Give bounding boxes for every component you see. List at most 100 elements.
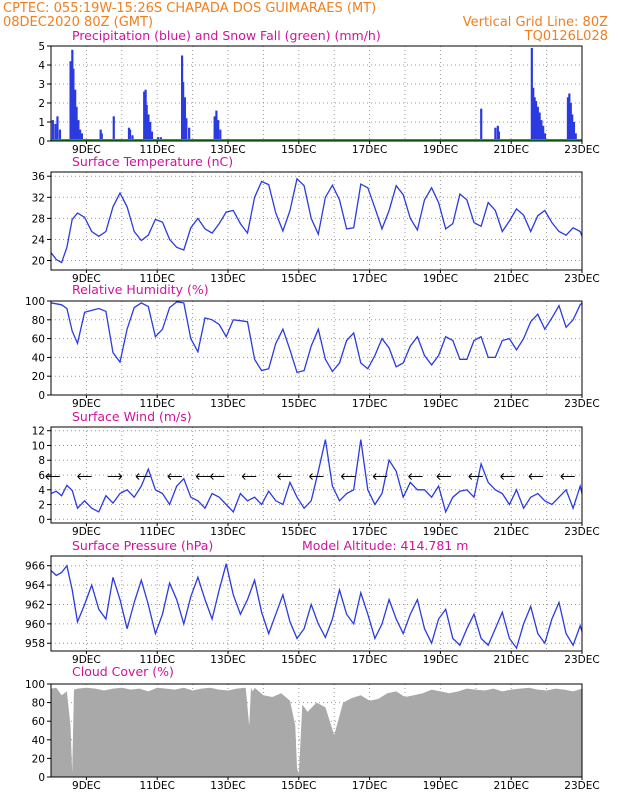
x-tick-label: 19DEC bbox=[423, 654, 458, 666]
y-tick-label: 40 bbox=[32, 735, 45, 747]
precip-bar bbox=[145, 104, 148, 141]
y-tick-label: 24 bbox=[32, 234, 46, 246]
y-tick-label: 10 bbox=[32, 440, 45, 452]
y-tick-label: 5 bbox=[38, 41, 45, 53]
wind-arrow-head bbox=[500, 473, 505, 480]
panel-title: Surface Pressure (hPa) bbox=[72, 538, 213, 553]
y-tick-label: 36 bbox=[32, 171, 46, 183]
wind-arrow-head bbox=[560, 473, 565, 480]
y-tick-label: 80 bbox=[32, 315, 45, 327]
panel-frame bbox=[50, 45, 583, 142]
panel-precip: Precipitation (blue) and Snow Fall (gree… bbox=[38, 28, 599, 156]
precip-bar bbox=[219, 129, 222, 141]
wind-line bbox=[50, 439, 583, 514]
precip-bar bbox=[213, 116, 216, 141]
x-tick-label: 15DEC bbox=[281, 398, 316, 410]
precip-bar bbox=[182, 82, 185, 141]
y-tick-label: 4 bbox=[38, 485, 45, 497]
header-station: CPTEC: 055:19W-15:26S CHAPADA DOS GUIMAR… bbox=[3, 1, 376, 16]
wind-arrow-head bbox=[277, 473, 281, 480]
x-tick-label: 17DEC bbox=[352, 144, 387, 156]
precip-bar bbox=[542, 125, 545, 141]
x-tick-label: 13DEC bbox=[210, 398, 245, 410]
y-tick-label: 0 bbox=[38, 390, 45, 402]
precip-bar bbox=[58, 129, 62, 141]
precip-bar bbox=[131, 135, 134, 141]
x-tick-label: 19DEC bbox=[423, 144, 458, 156]
precip-bar bbox=[74, 89, 77, 141]
x-tick-label: 9DEC bbox=[72, 780, 101, 792]
x-tick-label: 19DEC bbox=[423, 526, 458, 538]
wind-arrow-head bbox=[436, 473, 441, 480]
wind-arrow-head bbox=[195, 473, 200, 480]
y-tick-label: 1 bbox=[38, 117, 45, 129]
rh-line bbox=[50, 301, 583, 374]
wind-arrow-head bbox=[309, 473, 313, 480]
precip-bar bbox=[56, 116, 59, 141]
precip-bar bbox=[572, 122, 576, 141]
precip-bar bbox=[534, 101, 538, 141]
x-tick-label: 9DEC bbox=[72, 398, 101, 410]
x-tick-label: 13DEC bbox=[210, 526, 245, 538]
panel-cloud: Cloud Cover (%) 0 20 40 60 80 100 9DEC 11DEC 13DE… bbox=[25, 664, 600, 792]
panel-title: Cloud Cover (%) bbox=[72, 664, 174, 679]
y-tick-label: 960 bbox=[25, 619, 45, 631]
x-tick-label: 15DEC bbox=[281, 654, 316, 666]
x-tick-label: 11DEC bbox=[139, 526, 174, 538]
y-tick-label: 8 bbox=[38, 455, 45, 467]
x-tick-label: 9DEC bbox=[72, 144, 101, 156]
precip-bar bbox=[149, 122, 152, 141]
wind-arrow-head bbox=[77, 473, 81, 480]
panel-frame bbox=[50, 300, 583, 396]
precip-bar bbox=[77, 120, 80, 141]
x-tick-label: 19DEC bbox=[423, 780, 458, 792]
x-tick-label: 9DEC bbox=[72, 273, 101, 285]
precip-bar bbox=[569, 103, 572, 141]
precip-bar bbox=[530, 47, 533, 141]
x-tick-label: 11DEC bbox=[139, 654, 174, 666]
precip-bar bbox=[566, 97, 570, 141]
wind-arrow-head bbox=[408, 473, 412, 480]
y-tick-label: 2 bbox=[38, 98, 45, 110]
precip-bar bbox=[494, 127, 497, 141]
wind-arrow-head bbox=[241, 473, 246, 480]
precip-bar bbox=[480, 108, 483, 141]
y-tick-label: 100 bbox=[25, 679, 45, 691]
wind-arrow-head bbox=[45, 473, 50, 480]
x-tick-label: 15DEC bbox=[281, 273, 316, 285]
panel-title: Precipitation (blue) and Snow Fall (gree… bbox=[72, 28, 381, 43]
x-tick-label: 23DEC bbox=[564, 780, 599, 792]
panel-frame bbox=[50, 683, 583, 778]
precip-bar bbox=[112, 116, 115, 141]
panel-frame bbox=[50, 171, 583, 271]
y-tick-label: 80 bbox=[32, 698, 45, 710]
x-tick-label: 17DEC bbox=[352, 526, 387, 538]
header: CPTEC: 055:19W-15:26S CHAPADA DOS GUIMAR… bbox=[3, 1, 608, 44]
x-tick-label: 15DEC bbox=[281, 144, 316, 156]
x-tick-label: 21DEC bbox=[493, 654, 528, 666]
panel-title: Relative Humidity (%) bbox=[72, 282, 209, 297]
precip-bar bbox=[147, 114, 150, 141]
y-tick-label: 20 bbox=[32, 371, 45, 383]
x-tick-label: 21DEC bbox=[493, 780, 528, 792]
x-tick-label: 13DEC bbox=[210, 780, 245, 792]
x-tick-label: 21DEC bbox=[493, 273, 528, 285]
y-tick-label: 2 bbox=[38, 500, 45, 512]
precip-bar bbox=[51, 120, 54, 141]
precip-bar bbox=[215, 110, 218, 141]
x-tick-label: 11DEC bbox=[139, 273, 174, 285]
panel-temp: Surface Temperature (nC) 20 24 28 32 36 9DEC 11… bbox=[32, 154, 600, 285]
y-tick-label: 32 bbox=[32, 192, 45, 204]
header-model-code: TQ0126L028 bbox=[524, 29, 608, 44]
x-tick-label: 17DEC bbox=[352, 780, 387, 792]
panel-title: Surface Temperature (nC) bbox=[72, 154, 233, 169]
y-tick-label: 966 bbox=[25, 561, 45, 573]
precip-bar bbox=[54, 123, 57, 141]
panel-title: Surface Wind (m/s) bbox=[72, 409, 192, 424]
x-tick-label: 9DEC bbox=[72, 526, 101, 538]
x-tick-label: 21DEC bbox=[493, 398, 528, 410]
precip-bar bbox=[150, 131, 154, 141]
x-tick-label: 13DEC bbox=[210, 654, 245, 666]
precip-bar bbox=[217, 120, 220, 141]
cloud-cover-area bbox=[51, 687, 582, 777]
